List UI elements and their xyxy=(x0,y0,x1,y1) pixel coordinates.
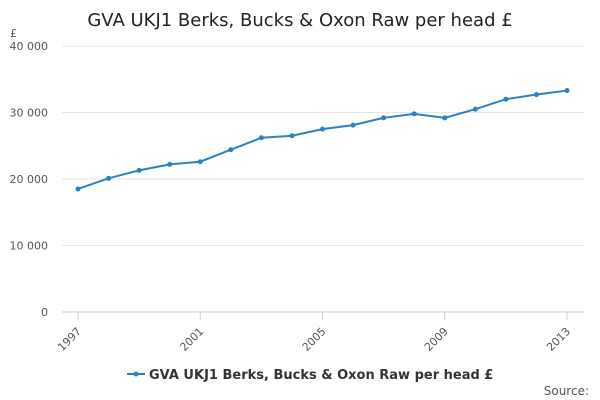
gridlines xyxy=(62,45,585,246)
x-tick-label: 2009 xyxy=(422,325,451,354)
series-group xyxy=(75,88,570,192)
y-tick-label: 0 xyxy=(41,306,48,319)
data-point[interactable] xyxy=(503,96,509,102)
y-axis-unit-label: £ xyxy=(10,27,17,40)
data-point[interactable] xyxy=(411,111,417,117)
legend-marker-icon xyxy=(133,371,139,377)
data-point[interactable] xyxy=(320,126,325,132)
y-axis-ticks: 0 10 000 20 000 30 000 40 000 xyxy=(10,40,49,319)
series-line xyxy=(77,89,568,190)
data-point[interactable] xyxy=(106,175,112,181)
data-point[interactable] xyxy=(136,167,142,173)
data-point[interactable] xyxy=(258,135,264,141)
data-point[interactable] xyxy=(442,115,448,121)
x-tick-label: 2013 xyxy=(544,325,573,354)
x-tick-label: 2005 xyxy=(300,325,329,354)
data-point[interactable] xyxy=(167,161,173,167)
data-point[interactable] xyxy=(533,92,539,98)
data-point[interactable] xyxy=(228,147,234,153)
y-tick-label: 40 000 xyxy=(10,40,49,53)
data-point[interactable] xyxy=(350,122,356,128)
y-tick-label: 20 000 xyxy=(10,173,49,186)
data-point[interactable] xyxy=(289,133,295,139)
data-point[interactable] xyxy=(381,115,387,121)
y-tick-label: 30 000 xyxy=(10,107,49,120)
data-point[interactable] xyxy=(472,106,478,112)
data-point[interactable] xyxy=(75,186,81,192)
legend[interactable]: GVA UKJ1 Berks, Bucks & Oxon Raw per hea… xyxy=(127,368,493,383)
data-point[interactable] xyxy=(197,159,203,165)
data-point[interactable] xyxy=(564,88,570,94)
y-tick-label: 10 000 xyxy=(10,240,49,253)
legend-label: GVA UKJ1 Berks, Bucks & Oxon Raw per hea… xyxy=(149,368,493,383)
source-label: Source: xyxy=(544,384,589,398)
x-axis-ticks: 1997 2001 2005 2009 2013 xyxy=(55,312,573,354)
x-tick-label: 2001 xyxy=(177,325,206,354)
chart-title: GVA UKJ1 Berks, Bucks & Oxon Raw per hea… xyxy=(87,10,512,31)
x-tick-label: 1997 xyxy=(55,325,84,354)
